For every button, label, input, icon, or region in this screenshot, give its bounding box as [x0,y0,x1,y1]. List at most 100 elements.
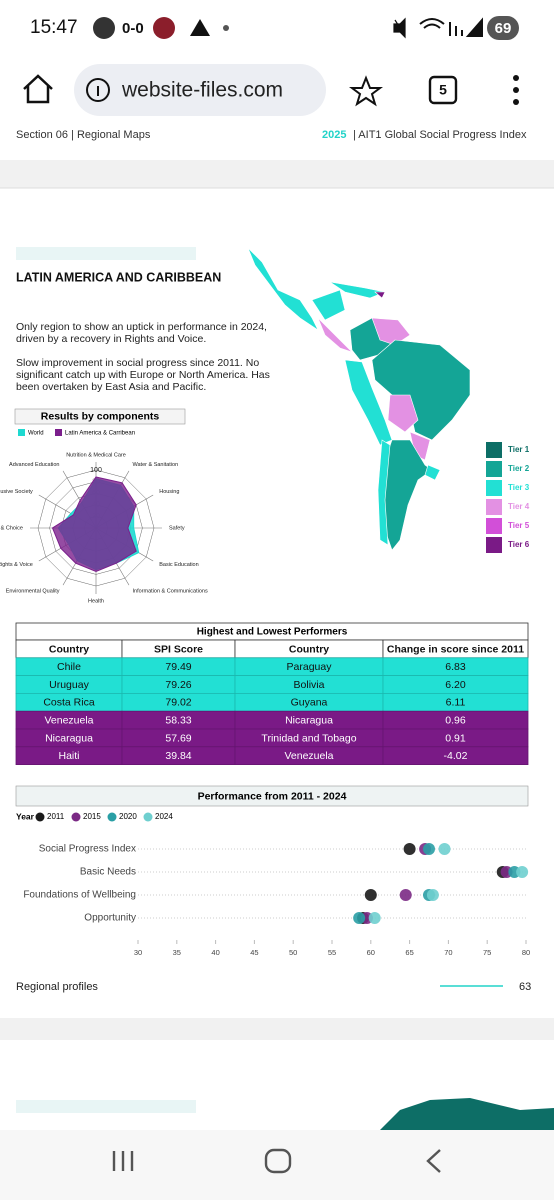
column-header: Country [289,643,329,655]
battery [487,16,519,40]
legend-swatch [55,429,62,436]
table-title: Highest and Lowest Performers [197,627,348,638]
legend-label: World [28,431,44,437]
back-button[interactable] [426,1149,441,1173]
category-label: Opportunity [84,913,136,924]
mexico [247,247,319,331]
url-bar[interactable] [74,64,326,116]
x-tick-label: 55 [328,948,336,957]
nicaragua [317,317,353,353]
legend-label: 2011 [47,812,65,821]
x-tick-label: 60 [367,948,375,957]
paragraph: Only region to show an uptick in perform… [16,321,267,345]
battery-level: 69 [495,20,512,37]
table-text: 79.49 [165,661,191,673]
table-text: Venezuela [44,714,93,726]
site-info[interactable] [86,78,110,102]
table-text: Guyana [291,697,328,709]
tier-label: Tier 4 [508,502,530,511]
tier-swatch [486,461,502,477]
axis-label: Environmental Quality [6,589,60,595]
legend-label: 2015 [83,812,101,821]
team-icon [153,17,175,39]
url: website-files.com [121,79,283,102]
tab-count: 5 [439,82,447,98]
region-title: LATIN AMERICA AND CARIBBEAN [16,270,221,284]
axis-label: Rights & Voice [0,562,33,568]
dot-title: Performance from 2011 - 2024 [198,790,347,802]
legend-marker [71,812,81,822]
table-text: Bolivia [294,679,325,691]
category-label: Foundations of Wellbeing [23,890,136,901]
dot [423,843,435,855]
chile [377,439,391,546]
next-heading-bar [16,1100,196,1113]
wifi-icon [419,18,445,29]
dot [368,912,381,924]
venezuela [371,317,411,346]
tabs-button[interactable] [428,75,458,105]
menu-button[interactable] [513,75,519,105]
dot [438,843,451,855]
alert-icon [190,19,210,36]
axis-label: Nutrition & Medical Care [66,452,126,458]
legend-swatch [18,429,25,436]
recents-button[interactable] [112,1151,134,1171]
tier-swatch [486,480,502,496]
dot [353,912,366,924]
signal-icon [449,17,483,37]
table-text: 6.83 [445,661,466,673]
home-nav-button[interactable] [264,1148,292,1174]
radar-area [51,476,137,573]
tier-label: Tier 1 [508,445,530,454]
mute-icon [393,17,406,39]
section-label: Section 06 | Regional Maps [16,129,151,141]
brazil [371,339,471,441]
map [247,247,471,551]
table-cell [382,746,529,765]
nav-bar [0,1130,554,1200]
uruguay [424,464,441,481]
tier-label: Tier 3 [508,483,530,492]
haiti [374,291,386,299]
x-tick-label: 40 [211,948,219,957]
table-text: 6.20 [445,679,466,691]
x-tick-label: 45 [250,948,258,957]
page-number: 63 [519,981,531,993]
x-tick-label: 35 [173,948,181,957]
axis-label: Water & Sanitation [133,462,179,468]
dot [399,889,412,901]
table-text: Uruguay [49,679,89,691]
table-text: -4.02 [444,750,468,762]
tier-swatch [486,518,502,534]
category-label: Social Progress Index [39,844,136,855]
legend-marker [35,812,45,822]
axis-label: Health [88,598,104,604]
table-text: Nicaragua [45,732,93,744]
table: Highest and Lowest Performers Country SPI … [15,622,529,765]
dot-title-box [15,785,529,807]
tier-label: Tier 2 [508,464,530,473]
dot [403,843,416,855]
table-text: 0.91 [445,732,466,744]
legend-label: 2020 [119,812,137,821]
category-label: Basic Needs [80,867,136,878]
table-text: Paraguay [287,661,333,673]
tier-swatch [486,537,502,553]
bolivia [387,394,419,433]
table-text: 6.11 [446,697,466,709]
score: 0-0 [122,20,144,37]
column-header: Country [49,643,89,655]
x-tick-label: 50 [289,948,297,957]
bookmark-button[interactable] [349,75,383,107]
heading-bar [16,247,196,260]
x-tick-label: 75 [483,948,491,957]
page-gap [0,1018,554,1040]
page-gap [0,160,554,188]
home-button[interactable] [23,74,53,104]
tier-swatch [486,442,502,458]
table-text: 57.69 [165,732,191,744]
column-header: SPI Score [154,643,203,655]
